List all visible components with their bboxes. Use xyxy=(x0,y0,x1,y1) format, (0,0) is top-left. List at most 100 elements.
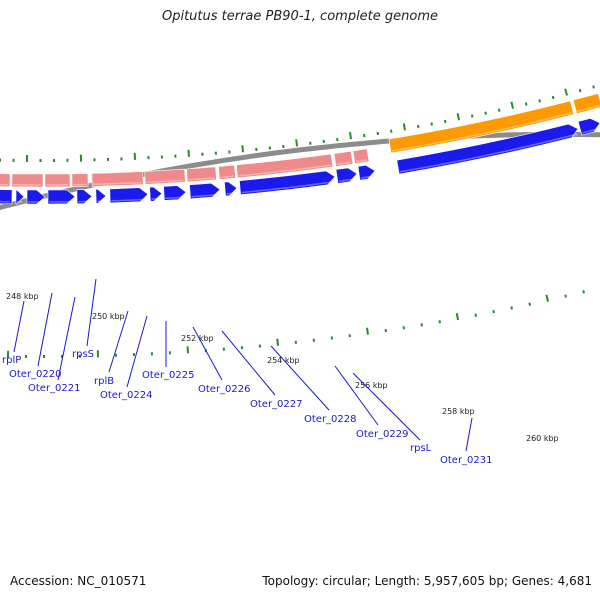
gene-highlight xyxy=(355,159,367,163)
inner-major-tick xyxy=(564,88,568,96)
gene-labels: rplP Oter_0220 Oter_0221 rpsS rplB Oter_0224 O… xyxy=(2,278,493,466)
gene-highlight xyxy=(241,181,334,194)
highlighted-gene-block xyxy=(388,100,575,154)
reverse-gene-block xyxy=(218,164,236,180)
outer-major-tick xyxy=(455,312,459,321)
gene-label-leader xyxy=(57,296,76,381)
forward-gene-arrow xyxy=(224,181,238,197)
inner-minor-tick xyxy=(592,85,595,89)
outer-major-tick xyxy=(366,327,369,335)
inner-minor-tick xyxy=(470,114,474,118)
gene-label: rpsS xyxy=(72,349,94,360)
reverse-gene-block xyxy=(236,153,334,179)
outer-minor-tick xyxy=(528,302,531,306)
gene-highlight xyxy=(582,127,600,134)
inner-minor-tick xyxy=(484,111,487,115)
scale-label: 250 kbp xyxy=(92,312,125,321)
scale-label: 248 kbp xyxy=(6,292,39,301)
outer-minor-tick xyxy=(582,290,585,294)
gene-highlight xyxy=(151,197,161,200)
inner-minor-tick xyxy=(497,108,501,112)
reverse-gene-block xyxy=(0,173,11,188)
reverse-gene-block xyxy=(44,173,71,188)
inner-major-tick xyxy=(348,132,352,140)
forward-gene-arrow xyxy=(47,189,76,205)
forward-gene-arrow xyxy=(149,186,163,202)
outer-major-tick xyxy=(545,294,549,302)
forward-gene-arrow xyxy=(357,164,376,181)
map-title: Opitutus terrae PB90-1, complete genome xyxy=(161,9,439,24)
gene-highlight xyxy=(336,161,351,166)
gene-label: rplP xyxy=(2,355,21,366)
gene-label: Oter_0226 xyxy=(198,384,251,395)
gene-label-leader xyxy=(270,345,330,411)
gene-highlight xyxy=(191,193,219,198)
inner-major-tick xyxy=(402,123,406,131)
inner-major-tick xyxy=(510,101,514,109)
scale-label: 258 kbp xyxy=(442,407,475,416)
gene-label-leader xyxy=(108,310,129,373)
gene-highlight xyxy=(338,178,357,183)
gene-label-leader xyxy=(465,417,473,452)
gene-label: Oter_0225 xyxy=(142,370,195,381)
reverse-gene-block xyxy=(91,171,144,187)
gene-label-leader xyxy=(334,365,379,426)
gene-highlight xyxy=(226,192,236,195)
forward-gene-arrow xyxy=(15,189,25,205)
forward-gene-arrow xyxy=(396,123,579,175)
gene-label: Oter_0224 xyxy=(100,390,153,401)
gene-highlight xyxy=(188,177,215,181)
scale-label: 252 kbp xyxy=(181,334,214,343)
genome-summary-text: Topology: circular; Length: 5,957,605 bp… xyxy=(262,574,592,588)
gene-label: Oter_0227 xyxy=(250,399,303,410)
gene-highlight xyxy=(577,104,600,113)
inner-minor-tick xyxy=(578,88,582,93)
reverse-gene-block xyxy=(11,173,44,188)
outer-minor-tick xyxy=(492,309,495,314)
gene-label-leader xyxy=(86,278,97,347)
outer-minor-tick xyxy=(474,313,477,317)
outer-major-tick xyxy=(276,338,279,346)
scale-label: 260 kbp xyxy=(526,434,559,443)
gene-label: rpsL xyxy=(410,443,432,454)
gene-label-leader xyxy=(126,315,148,388)
accession-text: Accession: NC_010571 xyxy=(10,574,147,588)
reverse-gene-block xyxy=(352,148,370,165)
inner-major-tick xyxy=(456,113,460,121)
forward-gene-arrow xyxy=(335,167,358,184)
reverse-gene-block xyxy=(333,150,354,167)
outer-tick-marks xyxy=(7,290,585,358)
inner-minor-tick xyxy=(443,119,447,124)
inner-minor-tick xyxy=(416,124,420,129)
highlighted-gene-block xyxy=(572,93,600,115)
gene-label: Oter_0221 xyxy=(28,383,81,394)
gene-highlight xyxy=(399,133,578,173)
reverse-gene-block xyxy=(144,168,186,185)
forward-gene-arrow xyxy=(189,182,221,200)
gene-highlight xyxy=(238,164,331,177)
inner-minor-tick xyxy=(551,95,555,100)
inner-minor-tick xyxy=(430,122,433,126)
forward-gene-arrow xyxy=(76,189,93,205)
forward-gene-arrow xyxy=(26,189,46,205)
gene-label: Oter_0228 xyxy=(304,414,357,425)
gene-label: rplB xyxy=(94,376,114,387)
gene-label-leader xyxy=(192,326,223,381)
inner-minor-tick xyxy=(538,99,541,103)
gene-label-leader xyxy=(221,330,276,396)
gene-label-leader xyxy=(13,300,25,353)
forward-gene-arrow xyxy=(577,118,600,136)
gene-label: Oter_0220 xyxy=(9,369,62,380)
scale-label: 254 kbp xyxy=(267,356,300,365)
gene-highlight xyxy=(360,175,375,179)
scale-labels: 248 kbp 250 kbp 252 kbp 254 kbp 256 kbp 258 k… xyxy=(6,292,559,443)
inner-major-tick xyxy=(295,139,298,147)
inner-minor-tick xyxy=(524,102,528,106)
gene-label: Oter_0231 xyxy=(440,455,493,466)
forward-gene-arrow xyxy=(95,188,107,204)
forward-gene-arrow xyxy=(239,170,336,196)
reverse-gene-block xyxy=(186,166,217,183)
inner-major-tick xyxy=(241,145,244,153)
gene-highlight xyxy=(165,196,185,200)
